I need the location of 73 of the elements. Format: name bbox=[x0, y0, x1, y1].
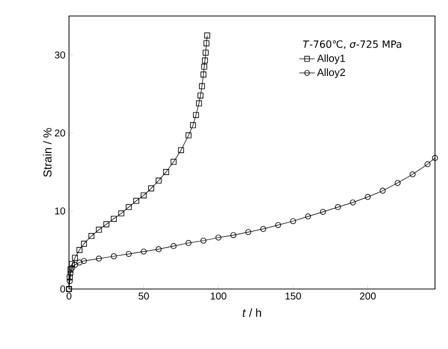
point bbox=[350, 199, 356, 206]
point bbox=[88, 233, 94, 239]
point bbox=[69, 264, 75, 271]
point bbox=[215, 234, 222, 240]
point bbox=[201, 64, 208, 70]
point bbox=[133, 198, 140, 204]
point bbox=[380, 188, 386, 194]
point bbox=[200, 238, 206, 244]
point bbox=[80, 240, 87, 247]
point bbox=[202, 50, 209, 56]
point bbox=[110, 253, 117, 260]
point bbox=[196, 100, 202, 106]
point bbox=[204, 32, 210, 38]
point bbox=[290, 218, 296, 224]
x-axis-title: t / h bbox=[242, 308, 261, 317]
point bbox=[320, 208, 326, 215]
point bbox=[68, 266, 74, 272]
x-tick-label: 150 bbox=[286, 292, 302, 300]
point bbox=[163, 169, 170, 175]
y-tick-label: 30 bbox=[54, 51, 66, 59]
y-axis-title: Strain / % bbox=[43, 128, 52, 177]
point bbox=[156, 178, 162, 184]
point bbox=[126, 204, 132, 210]
point bbox=[190, 122, 196, 128]
point bbox=[69, 261, 75, 267]
point bbox=[199, 83, 205, 90]
point bbox=[203, 40, 210, 46]
point bbox=[394, 180, 401, 186]
point bbox=[96, 226, 102, 233]
point bbox=[140, 192, 147, 198]
point bbox=[170, 158, 177, 165]
point bbox=[66, 274, 73, 280]
point bbox=[96, 256, 102, 262]
point bbox=[103, 221, 110, 228]
x-tick-label: 200 bbox=[360, 292, 376, 300]
point bbox=[156, 246, 162, 252]
y-tick-label: 10 bbox=[55, 207, 66, 215]
point bbox=[80, 258, 87, 264]
point bbox=[170, 243, 177, 250]
point bbox=[410, 171, 416, 178]
point bbox=[230, 232, 236, 238]
point bbox=[424, 161, 430, 168]
x-tick-label: 0 bbox=[66, 292, 72, 300]
point bbox=[76, 260, 82, 266]
point bbox=[72, 254, 78, 261]
x-tick-label: 100 bbox=[210, 292, 226, 300]
legend-title: T-760℃, σ-725 MPa bbox=[303, 40, 402, 49]
point bbox=[118, 210, 124, 216]
point bbox=[305, 214, 311, 220]
point bbox=[76, 247, 82, 253]
point bbox=[364, 194, 371, 200]
point bbox=[148, 185, 154, 192]
point bbox=[72, 262, 78, 268]
point bbox=[126, 250, 132, 257]
legend-label: Alloy1 bbox=[317, 54, 345, 64]
point bbox=[334, 204, 341, 210]
point bbox=[186, 240, 192, 246]
point bbox=[200, 72, 206, 78]
point bbox=[245, 229, 252, 236]
point bbox=[178, 147, 184, 154]
point bbox=[186, 132, 192, 138]
legend-label: Alloy2 bbox=[317, 68, 345, 78]
point bbox=[202, 58, 208, 64]
point bbox=[110, 216, 117, 222]
y-tick-label: 0 bbox=[60, 285, 66, 293]
point bbox=[66, 278, 73, 284]
point bbox=[193, 112, 199, 118]
point bbox=[275, 222, 282, 228]
point bbox=[198, 92, 204, 99]
y-tick-label: 20 bbox=[54, 129, 66, 137]
point bbox=[260, 226, 266, 232]
point bbox=[140, 248, 147, 255]
x-tick-label: 50 bbox=[138, 292, 149, 300]
